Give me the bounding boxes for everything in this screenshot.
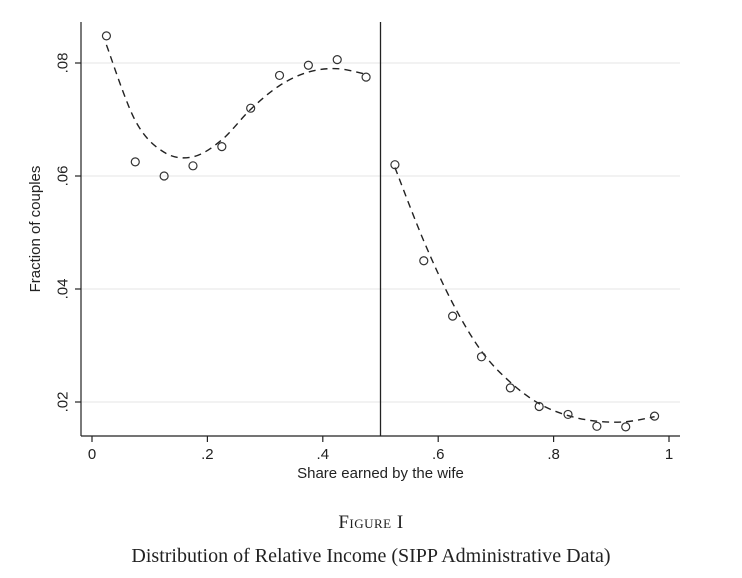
fit-curve-left bbox=[105, 44, 367, 159]
data-point bbox=[505, 383, 515, 393]
fit-curve-right bbox=[394, 167, 655, 423]
data-point bbox=[534, 401, 544, 412]
y-tick-label: .08 bbox=[55, 53, 72, 74]
data-point bbox=[649, 411, 660, 421]
y-tick-label: .02 bbox=[55, 392, 72, 413]
data-point bbox=[419, 256, 429, 266]
data-point bbox=[217, 142, 227, 152]
data-point bbox=[390, 160, 400, 170]
figure-label: Figure I bbox=[338, 512, 404, 533]
data-point bbox=[188, 161, 198, 171]
x-tick-label: .6 bbox=[432, 446, 445, 463]
y-axis-ticks: .02 .04 .06 .08 bbox=[55, 53, 81, 413]
data-point bbox=[476, 352, 487, 362]
data-point bbox=[246, 103, 256, 113]
data-point bbox=[332, 55, 342, 65]
figure-title: Distribution of Relative Income (SIPP Ad… bbox=[131, 545, 611, 567]
data-point bbox=[448, 311, 458, 321]
y-tick-label: .06 bbox=[55, 166, 72, 187]
y-axis-title: Fraction of couples bbox=[27, 166, 44, 293]
data-point bbox=[592, 421, 602, 431]
data-point bbox=[274, 70, 285, 81]
data-point bbox=[361, 72, 371, 82]
x-tick-label: .2 bbox=[201, 446, 214, 463]
data-point bbox=[303, 60, 313, 70]
x-tick-label: 1 bbox=[665, 446, 673, 463]
data-point bbox=[101, 31, 112, 41]
x-tick-label: 0 bbox=[88, 446, 96, 463]
y-tick-label: .04 bbox=[55, 279, 72, 300]
data-points bbox=[101, 31, 660, 432]
fitted-curves bbox=[105, 44, 655, 423]
x-tick-label: .4 bbox=[317, 446, 330, 463]
x-axis-title: Share earned by the wife bbox=[297, 465, 464, 482]
chart: 0 .2 .4 .6 .8 1 .02 .04 .06 .08 Share earned by … bbox=[27, 22, 680, 482]
x-axis-ticks: 0 .2 .4 .6 .8 1 bbox=[88, 436, 673, 463]
data-point bbox=[563, 409, 573, 420]
data-point bbox=[621, 422, 631, 432]
data-point bbox=[130, 157, 140, 167]
data-point bbox=[159, 171, 169, 181]
x-tick-label: .8 bbox=[547, 446, 560, 463]
